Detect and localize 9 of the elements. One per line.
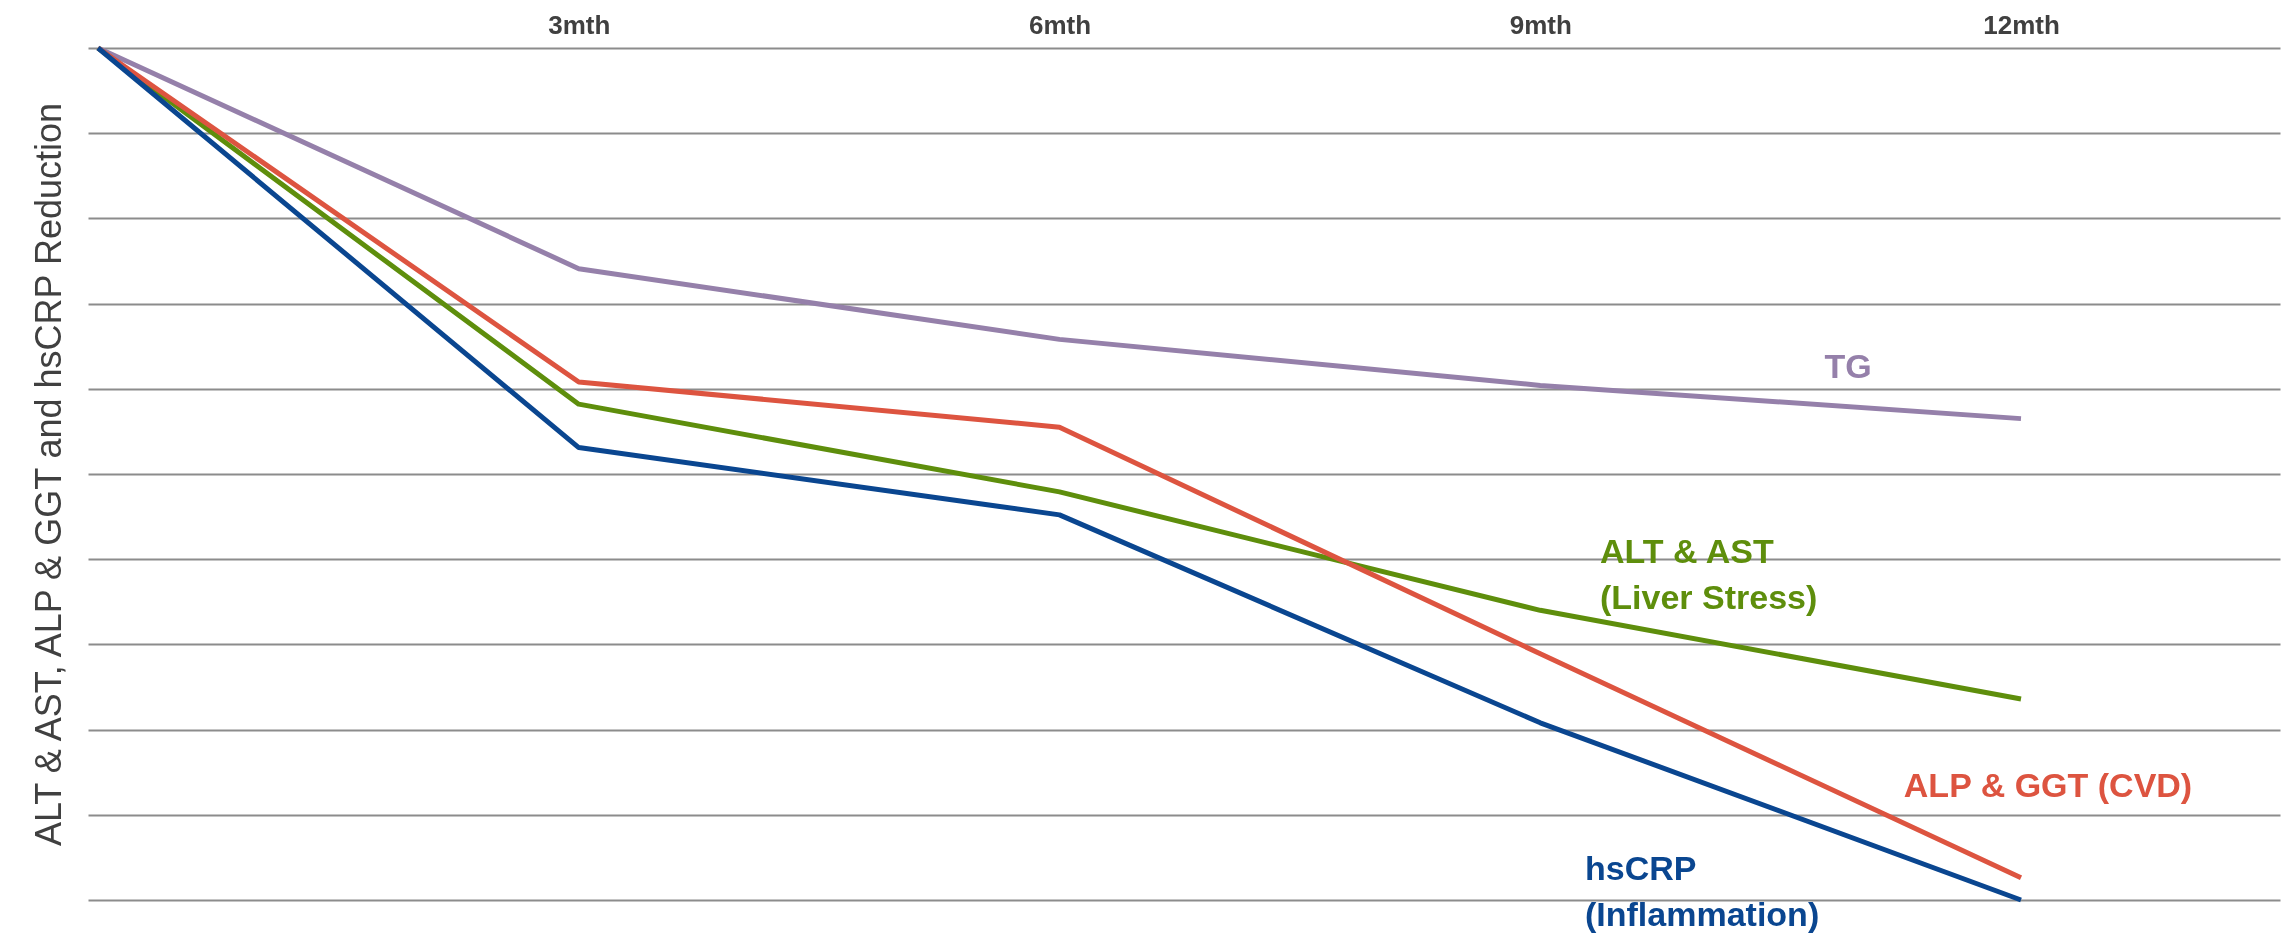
x-tick-label: 6mth [1028,9,1092,40]
series-label: TG [1824,346,1872,385]
series-label: hsCRP (Inflammation) [1585,849,1820,933]
y-axis-title: ALT & AST, ALP & GGT and hsCRP Reduction [27,102,69,847]
x-tick-label: 9mth [1509,9,1572,40]
x-tick-label: 12mth [1983,9,2060,40]
series-label: ALP & GGT (CVD) [1903,765,2193,804]
series-label: ALT & AST (Liver Stress) [1600,531,1818,616]
x-tick-label: 3mth [548,9,611,40]
